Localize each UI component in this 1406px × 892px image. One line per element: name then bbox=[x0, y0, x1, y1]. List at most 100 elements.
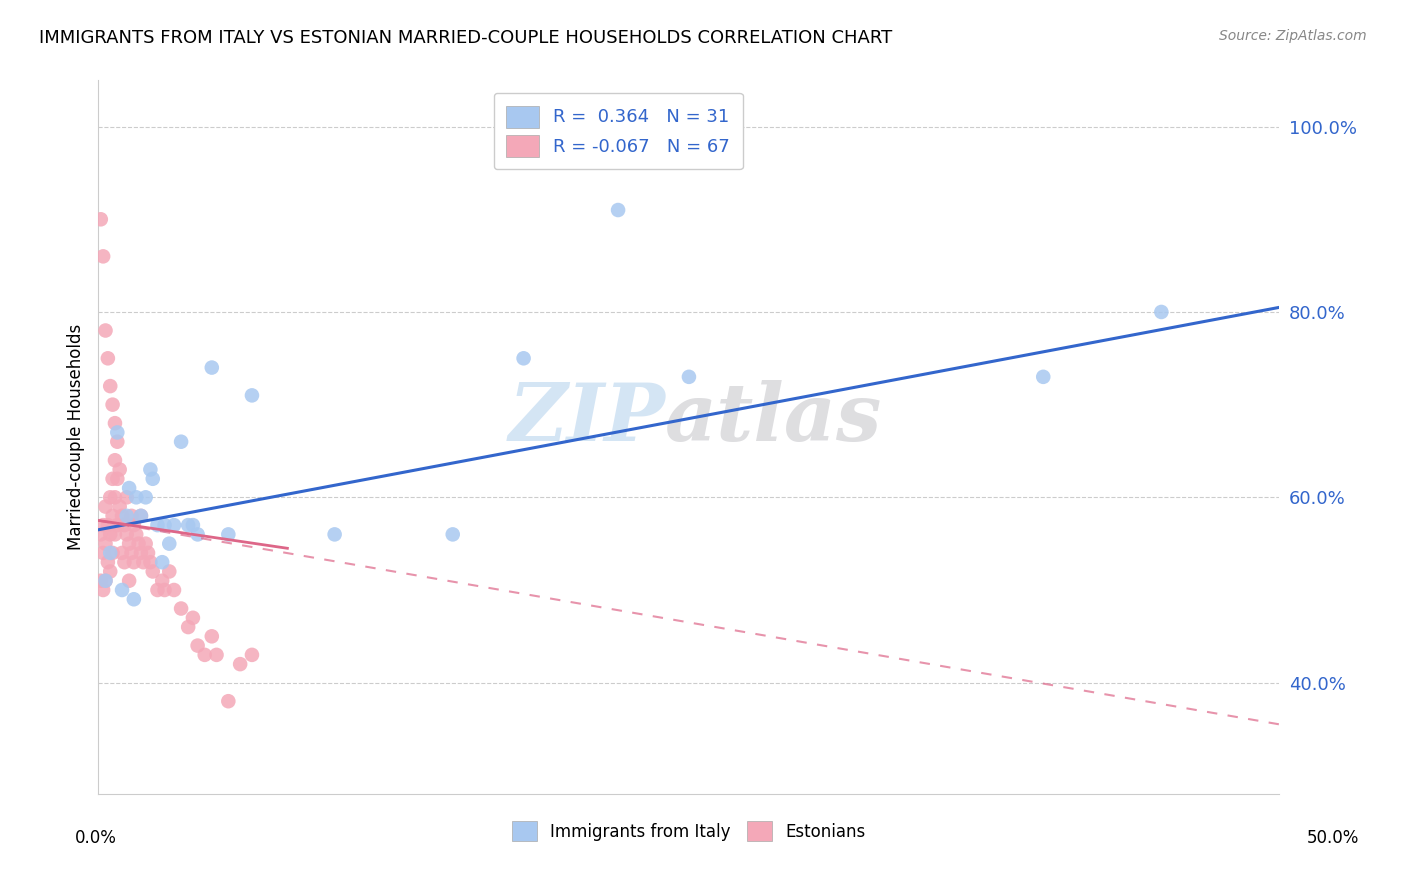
Point bbox=[104, 491, 127, 505]
Point bbox=[142, 472, 165, 486]
Point bbox=[91, 518, 114, 533]
Point bbox=[94, 324, 117, 338]
Point bbox=[512, 351, 534, 366]
Point bbox=[94, 536, 117, 550]
Point bbox=[94, 574, 117, 588]
Point bbox=[115, 508, 138, 523]
Point bbox=[98, 565, 121, 579]
Point bbox=[105, 434, 128, 449]
Point bbox=[94, 574, 117, 588]
Text: ZIP: ZIP bbox=[509, 381, 665, 458]
Point bbox=[157, 565, 180, 579]
Point bbox=[111, 508, 134, 523]
Point bbox=[122, 555, 145, 569]
Point bbox=[97, 518, 120, 533]
Point bbox=[240, 388, 263, 402]
Text: atlas: atlas bbox=[665, 381, 883, 458]
Point bbox=[157, 536, 180, 550]
Point bbox=[163, 518, 186, 533]
Point bbox=[194, 648, 217, 662]
Point bbox=[112, 555, 135, 569]
Point bbox=[101, 398, 124, 412]
Point bbox=[135, 536, 157, 550]
Legend: Immigrants from Italy, Estonians: Immigrants from Italy, Estonians bbox=[503, 813, 875, 850]
Point bbox=[607, 202, 630, 217]
Point bbox=[129, 546, 152, 560]
Point bbox=[122, 592, 145, 607]
Point bbox=[121, 546, 143, 560]
Point bbox=[229, 657, 252, 672]
Point bbox=[111, 582, 134, 597]
Point bbox=[163, 582, 186, 597]
Point bbox=[111, 546, 134, 560]
Point bbox=[1150, 305, 1173, 319]
Point bbox=[105, 425, 128, 440]
Point bbox=[91, 582, 114, 597]
Point bbox=[90, 574, 112, 588]
Point bbox=[91, 249, 114, 263]
Point bbox=[205, 648, 228, 662]
Point bbox=[121, 508, 143, 523]
Point bbox=[217, 527, 239, 541]
Point bbox=[101, 472, 124, 486]
Y-axis label: Married-couple Households: Married-couple Households bbox=[66, 324, 84, 550]
Point bbox=[90, 527, 112, 541]
Point bbox=[170, 601, 193, 615]
Point bbox=[94, 500, 117, 514]
Point bbox=[240, 648, 263, 662]
Point bbox=[90, 212, 112, 227]
Point bbox=[139, 555, 162, 569]
Point bbox=[91, 546, 114, 560]
Point bbox=[125, 491, 148, 505]
Point bbox=[104, 416, 127, 430]
Point bbox=[187, 639, 209, 653]
Point bbox=[105, 472, 128, 486]
Point bbox=[201, 360, 224, 375]
Point bbox=[177, 518, 200, 533]
Point bbox=[1032, 369, 1054, 384]
Point bbox=[104, 453, 127, 467]
Point bbox=[97, 555, 120, 569]
Point bbox=[118, 574, 141, 588]
Point bbox=[105, 518, 128, 533]
Point bbox=[132, 555, 155, 569]
Point bbox=[150, 555, 173, 569]
Point bbox=[128, 536, 150, 550]
Point bbox=[678, 369, 700, 384]
Point bbox=[125, 527, 148, 541]
Point bbox=[108, 462, 131, 476]
Point bbox=[108, 500, 131, 514]
Point bbox=[129, 508, 152, 523]
Point bbox=[177, 620, 200, 634]
Point bbox=[201, 629, 224, 643]
Point bbox=[122, 518, 145, 533]
Point bbox=[98, 527, 121, 541]
Text: 50.0%: 50.0% bbox=[1306, 829, 1360, 847]
Point bbox=[217, 694, 239, 708]
Point bbox=[115, 491, 138, 505]
Point bbox=[104, 527, 127, 541]
Point bbox=[98, 546, 121, 560]
Point bbox=[150, 574, 173, 588]
Point bbox=[146, 518, 169, 533]
Point bbox=[135, 491, 157, 505]
Point bbox=[153, 518, 176, 533]
Point bbox=[97, 351, 120, 366]
Point bbox=[441, 527, 464, 541]
Point bbox=[153, 582, 176, 597]
Point bbox=[112, 518, 135, 533]
Point bbox=[139, 462, 162, 476]
Point bbox=[101, 508, 124, 523]
Text: IMMIGRANTS FROM ITALY VS ESTONIAN MARRIED-COUPLE HOUSEHOLDS CORRELATION CHART: IMMIGRANTS FROM ITALY VS ESTONIAN MARRIE… bbox=[39, 29, 893, 46]
Point bbox=[181, 611, 204, 625]
Point bbox=[98, 379, 121, 393]
Point bbox=[118, 536, 141, 550]
Point bbox=[98, 491, 121, 505]
Point bbox=[187, 527, 209, 541]
Point bbox=[101, 546, 124, 560]
Point bbox=[115, 527, 138, 541]
Text: Source: ZipAtlas.com: Source: ZipAtlas.com bbox=[1219, 29, 1367, 43]
Point bbox=[170, 434, 193, 449]
Point bbox=[118, 481, 141, 495]
Point bbox=[142, 565, 165, 579]
